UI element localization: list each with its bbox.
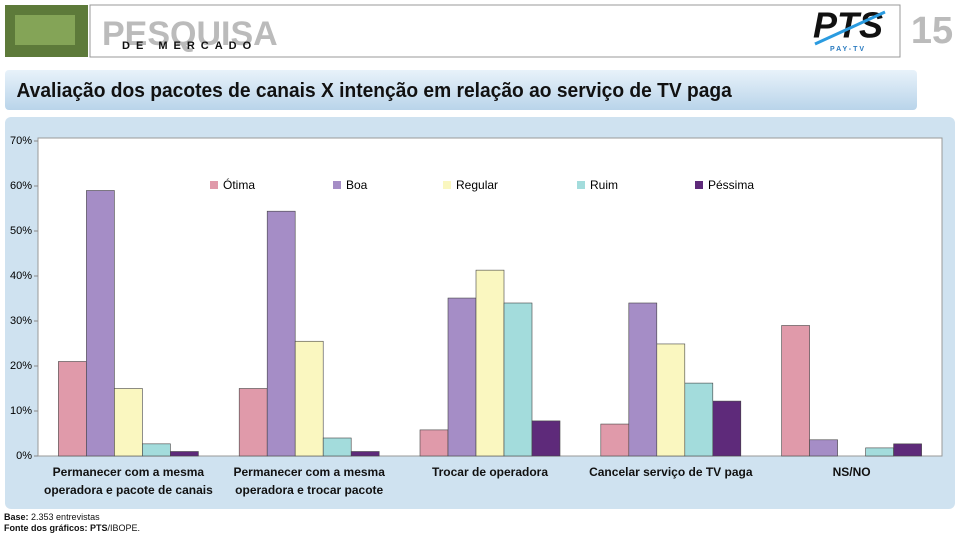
base-text: 2.353 entrevistas xyxy=(31,512,100,522)
bar xyxy=(503,302,533,457)
legend-label: Ruim xyxy=(590,178,618,192)
bar xyxy=(419,429,449,457)
legend-swatch xyxy=(210,181,218,189)
bar xyxy=(58,361,87,457)
logo-sub: PAY-TV xyxy=(830,46,866,53)
logo-swoosh xyxy=(814,10,886,46)
x-tick-label: Permanecer com a mesma operadora e troca… xyxy=(233,465,385,497)
y-tick-label: 10% xyxy=(10,405,32,417)
y-tick-label: 20% xyxy=(10,360,32,372)
y-tick-label: 60% xyxy=(10,180,32,192)
y-tick-label: 40% xyxy=(10,270,32,282)
brand-sub: DE MERCADO xyxy=(122,40,257,52)
y-tick-label: 30% xyxy=(10,315,32,327)
base-label: Base: xyxy=(4,512,29,522)
source-rest: /IBOPE. xyxy=(107,523,141,533)
bar xyxy=(238,388,268,457)
bar xyxy=(628,302,658,457)
bar xyxy=(809,439,838,457)
x-tick-label: Trocar de operadora xyxy=(431,465,549,479)
y-tick-label: 70% xyxy=(10,135,32,147)
source-text: PTS xyxy=(90,523,108,533)
bar xyxy=(865,447,894,457)
bar xyxy=(684,382,714,457)
legend-swatch xyxy=(443,181,451,189)
bar xyxy=(294,340,324,457)
bar xyxy=(656,343,686,457)
chart-title: Avaliação dos pacotes de canais X intenç… xyxy=(5,70,917,110)
y-tick-label: 0% xyxy=(16,450,32,462)
bar xyxy=(266,210,296,457)
x-tick-label: Permanecer com a mesma operadora e pacot… xyxy=(44,465,213,497)
footnote: Base: 2.353 entrevistas Fonte dos gráfic… xyxy=(4,512,140,534)
legend-label: Péssima xyxy=(708,178,754,192)
bar xyxy=(86,190,115,457)
page-number: 15 xyxy=(911,10,953,52)
legend-swatch xyxy=(577,181,585,189)
bar xyxy=(712,400,742,457)
brand: PESQUISA xyxy=(102,15,278,53)
bar xyxy=(170,451,199,457)
legend-swatch xyxy=(333,181,341,189)
source-label: Fonte dos gráficos: xyxy=(4,523,88,533)
bar xyxy=(893,443,922,457)
legend-label: Ótima xyxy=(223,177,255,192)
base-line: Base: 2.353 entrevistas xyxy=(4,512,140,523)
bar xyxy=(114,388,143,457)
bar xyxy=(600,423,630,457)
bar xyxy=(781,325,810,457)
bar xyxy=(531,420,561,457)
legend-swatch xyxy=(695,181,703,189)
bar xyxy=(447,297,477,457)
x-tick-label: Cancelar serviço de TV paga xyxy=(589,465,753,479)
bar xyxy=(350,451,380,457)
bar xyxy=(142,443,171,457)
photo-highlight xyxy=(15,15,75,45)
bar xyxy=(475,269,505,457)
source-line: Fonte dos gráficos: PTS/IBOPE. xyxy=(4,523,140,534)
legend-label: Regular xyxy=(456,178,498,192)
y-tick-label: 50% xyxy=(10,225,32,237)
bar xyxy=(322,437,352,457)
header-frame xyxy=(89,4,901,58)
legend-label: Boa xyxy=(346,178,368,192)
x-tick-label: NS/NO xyxy=(832,465,871,479)
